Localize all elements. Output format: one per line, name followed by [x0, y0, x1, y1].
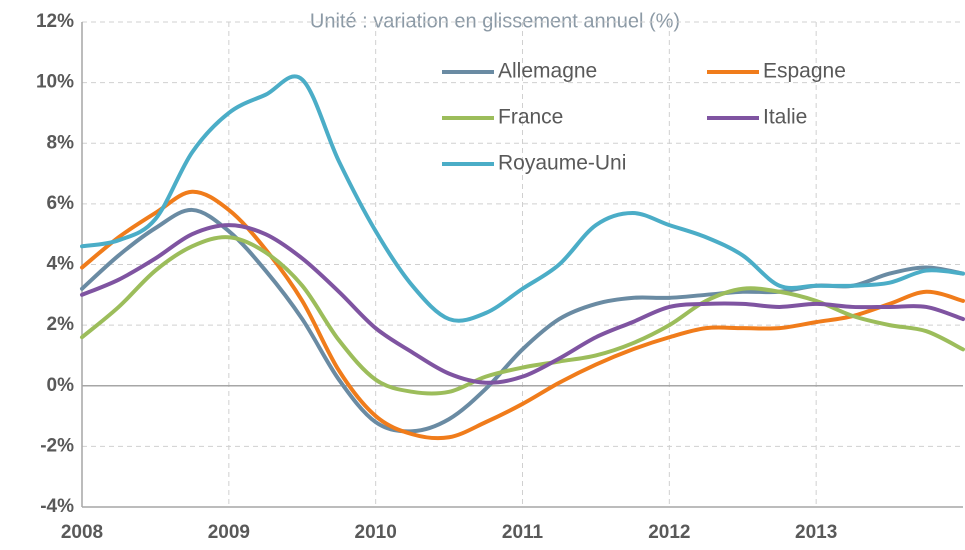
- chart-subtitle: Unité : variation en glissement annuel (…: [310, 10, 680, 32]
- x-tick-label: 2008: [61, 522, 103, 543]
- y-tick-label: -2%: [40, 435, 74, 456]
- x-tick-label: 2009: [208, 522, 250, 543]
- y-tick-label: 8%: [47, 132, 75, 153]
- y-tick-label: -4%: [40, 496, 74, 517]
- legend-label: France: [498, 106, 563, 129]
- x-tick-label: 2010: [355, 522, 397, 543]
- y-tick-label: 6%: [47, 193, 75, 214]
- x-tick-label: 2013: [795, 522, 837, 543]
- y-tick-label: 12%: [36, 11, 74, 32]
- legend-label: Italie: [763, 106, 807, 129]
- x-tick-label: 2011: [502, 522, 544, 543]
- series-line: [80, 235, 965, 396]
- x-tick-label: 2012: [648, 522, 690, 543]
- y-tick-label: 4%: [47, 254, 75, 275]
- y-tick-label: 10%: [36, 72, 74, 93]
- y-tick-label: 0%: [47, 375, 75, 396]
- y-tick-label: 2%: [47, 314, 75, 335]
- legend-label: Allemagne: [498, 60, 597, 83]
- series-line: [80, 189, 965, 441]
- series-line: [80, 74, 965, 323]
- legend-label: Royaume-Uni: [498, 152, 626, 175]
- series-line: [80, 223, 965, 385]
- legend-label: Espagne: [763, 60, 846, 83]
